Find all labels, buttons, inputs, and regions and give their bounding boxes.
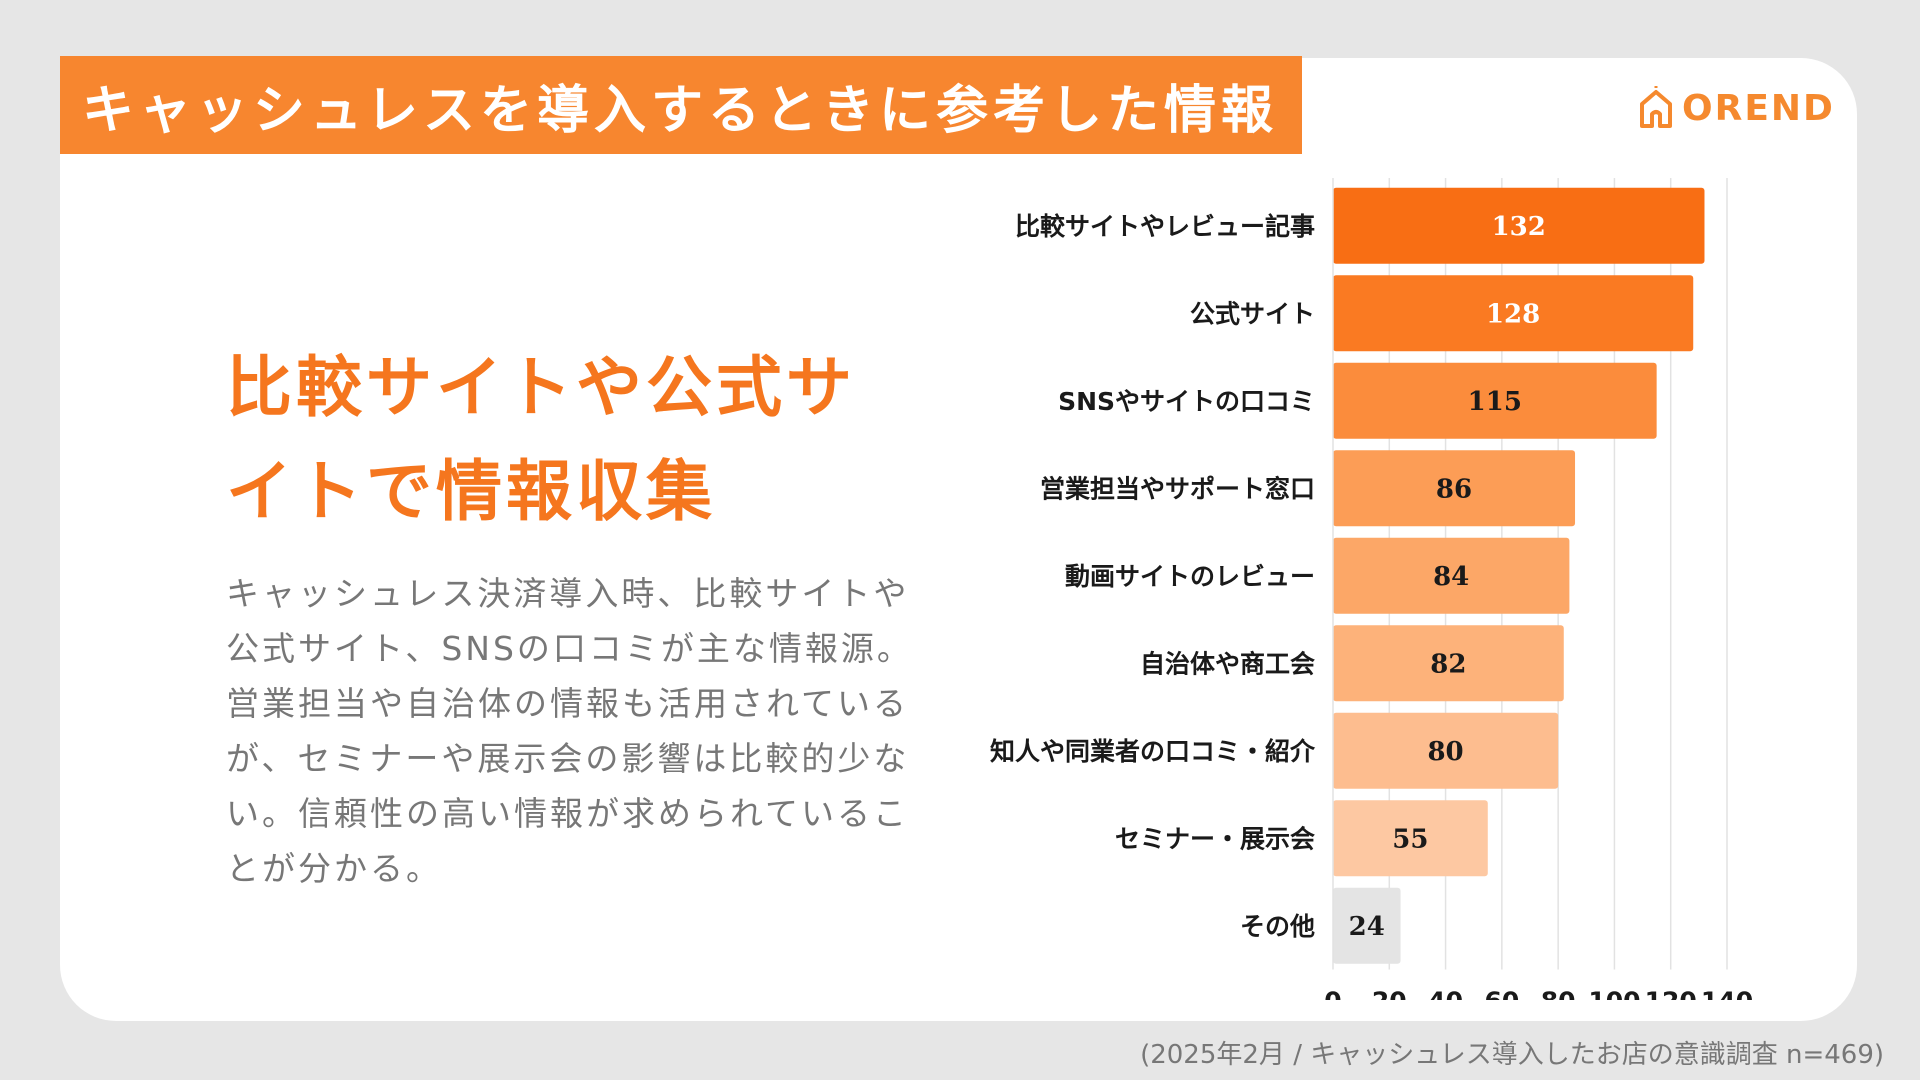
data-label-1: 132 xyxy=(1492,212,1546,242)
bar-9 xyxy=(1333,887,1401,964)
x-tick-label-140: 140 xyxy=(1701,987,1753,1001)
category-label-6: 自治体や商工会 xyxy=(1140,649,1315,678)
bar-chart: 比較サイトやレビュー記事 132 公式サイト 128 SNSやサイトの口コミ 115 営業担… xyxy=(940,170,1820,1000)
bar-7 xyxy=(1333,712,1559,789)
category-label-1: 比較サイトやレビュー記事 xyxy=(1015,212,1315,241)
bar-8 xyxy=(1333,800,1488,877)
x-tick-label-100: 100 xyxy=(1588,987,1640,1001)
title-banner: キャッシュレスを導入するときに参考した情報 xyxy=(60,56,1302,154)
x-tick-label-0: 0 xyxy=(1324,987,1341,1001)
data-label-2: 128 xyxy=(1486,299,1540,329)
category-label-7: 知人や同業者の口コミ・紹介 xyxy=(990,737,1316,766)
headline-line-2: イトで情報収集 xyxy=(226,453,716,530)
data-label-6: 82 xyxy=(1430,649,1466,679)
bar-4 xyxy=(1333,450,1576,527)
category-label-3: SNSやサイトの口コミ xyxy=(1058,387,1315,416)
data-label-5: 84 xyxy=(1433,562,1469,592)
headline-line-1: 比較サイトや公式サ xyxy=(226,349,856,426)
headline: 比較サイトや公式サ イトで情報収集 xyxy=(226,336,906,544)
logo-text: OREND xyxy=(1682,87,1835,129)
category-label-9: その他 xyxy=(1240,912,1315,941)
body-text: キャッシュレス決済導入時、比較サイトや公式サイト、SNSの口コミが主な情報源。営… xyxy=(226,574,913,888)
category-label-2: 公式サイト xyxy=(1190,299,1315,328)
logo: OREND xyxy=(1636,86,1835,130)
data-label-7: 80 xyxy=(1427,737,1463,767)
bar-5 xyxy=(1333,537,1570,614)
source-note: (2025年2月 / キャッシュレス導入したお店の意識調査 n=469) xyxy=(1140,1040,1884,1070)
bar-chart-svg: 比較サイトやレビュー記事 132 公式サイト 128 SNSやサイトの口コミ 115 営業担… xyxy=(990,178,1753,1001)
x-tick-label-80: 80 xyxy=(1541,987,1576,1001)
data-label-8: 55 xyxy=(1392,824,1428,854)
category-label-4: 営業担当やサポート窓口 xyxy=(1040,474,1315,503)
x-tick-label-60: 60 xyxy=(1484,987,1519,1001)
data-label-9: 24 xyxy=(1349,912,1385,942)
house-logo-icon xyxy=(1640,86,1672,128)
category-label-8: セミナー・展示会 xyxy=(1115,824,1315,853)
x-tick-label-20: 20 xyxy=(1372,987,1407,1001)
bar-3 xyxy=(1333,362,1657,439)
data-label-3: 115 xyxy=(1468,387,1522,417)
x-tick-label-120: 120 xyxy=(1645,987,1697,1001)
category-label-5: 動画サイトのレビュー xyxy=(1065,562,1315,591)
page-title: キャッシュレスを導入するときに参考した情報 xyxy=(82,80,1278,141)
data-label-4: 86 xyxy=(1436,474,1472,504)
x-tick-label-40: 40 xyxy=(1428,987,1463,1001)
bar-2 xyxy=(1333,275,1694,352)
bar-6 xyxy=(1333,625,1564,702)
bar-1 xyxy=(1333,187,1705,264)
